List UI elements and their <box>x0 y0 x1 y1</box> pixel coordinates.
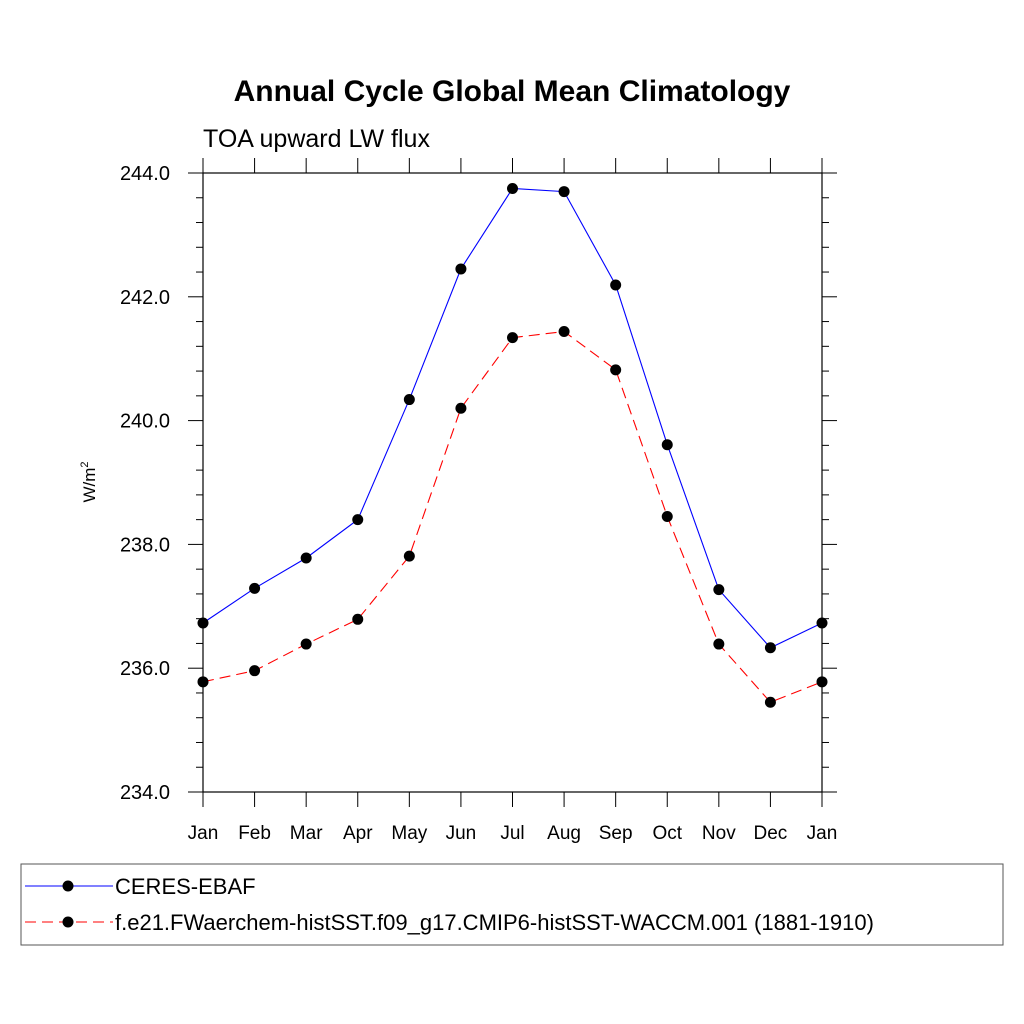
series-1-point <box>661 439 673 451</box>
legend-marker-2 <box>62 916 74 928</box>
series-1-point <box>403 394 415 406</box>
x-tick-label: Aug <box>547 823 581 844</box>
x-tick-label: May <box>391 823 427 844</box>
series-2-point <box>455 402 467 414</box>
series-1-point <box>610 279 622 291</box>
x-tick-label: Sep <box>599 823 633 844</box>
plot-area: Jan Feb Mar Apr May Jun Jul Aug Sep Oct Nov Dec Jan 2… <box>120 158 837 844</box>
series-line-2 <box>202 330 823 703</box>
x-tick-label: Oct <box>652 823 682 844</box>
series-line-1 <box>202 187 823 649</box>
series-1-point <box>816 617 828 629</box>
series-1-point <box>764 642 776 654</box>
series-1-point <box>455 263 467 275</box>
y-axis-label: W/m2 <box>79 461 99 502</box>
series-2-point <box>249 665 261 677</box>
x-tick-label: Jan <box>807 823 838 844</box>
series-2-point <box>300 638 312 650</box>
x-tick-label: Nov <box>702 823 736 844</box>
series-2-point <box>558 325 570 337</box>
legend-marker-1 <box>62 880 74 892</box>
series-1-point <box>249 582 261 594</box>
svg-text:W/m2: W/m2 <box>79 461 99 502</box>
x-tick-label: Feb <box>238 823 271 844</box>
y-tick-label: 236.0 <box>120 658 170 680</box>
legend-label-1: CERES-EBAF <box>115 874 256 899</box>
chart-subtitle: TOA upward LW flux <box>203 125 430 153</box>
y-axis-label-text: W/m <box>80 468 99 503</box>
plot-frame <box>202 172 823 793</box>
series-1-point <box>300 552 312 564</box>
series-2-point <box>661 511 673 523</box>
series-2-point <box>403 550 415 562</box>
y-tick-label: 234.0 <box>120 782 170 804</box>
y-tick-label: 238.0 <box>120 534 170 556</box>
x-tick-label: Mar <box>290 823 323 844</box>
series-2-point <box>713 638 725 650</box>
series-1-point <box>558 186 570 198</box>
series-2-point <box>197 676 209 688</box>
series-2-point <box>610 364 622 376</box>
y-tick-label: 242.0 <box>120 287 170 309</box>
series-1-point <box>197 617 209 629</box>
legend: CERES-EBAF f.e21.FWaerchem-histSST.f09_g1… <box>20 863 1004 946</box>
x-tick-label: Jun <box>446 823 477 844</box>
legend-box <box>20 863 1004 946</box>
series-2-point <box>507 332 518 344</box>
series-2-point <box>764 696 776 708</box>
x-tick-label: Jan <box>188 823 219 844</box>
series-2-point <box>352 613 364 625</box>
series-1-point <box>352 514 364 526</box>
y-tick-label: 244.0 <box>120 163 170 185</box>
x-tick-label: Dec <box>754 823 788 844</box>
series-1-point <box>507 182 518 194</box>
x-tick-label: Jul <box>500 823 524 844</box>
series-2-point <box>816 676 828 688</box>
y-tick-label: 240.0 <box>120 411 170 433</box>
chart-title: Annual Cycle Global Mean Climatology <box>234 75 791 108</box>
series-1-point <box>713 584 725 596</box>
legend-label-2: f.e21.FWaerchem-histSST.f09_g17.CMIP6-hi… <box>115 910 874 935</box>
x-tick-label: Apr <box>343 823 373 844</box>
y-axis-label-superscript: 2 <box>79 461 91 467</box>
